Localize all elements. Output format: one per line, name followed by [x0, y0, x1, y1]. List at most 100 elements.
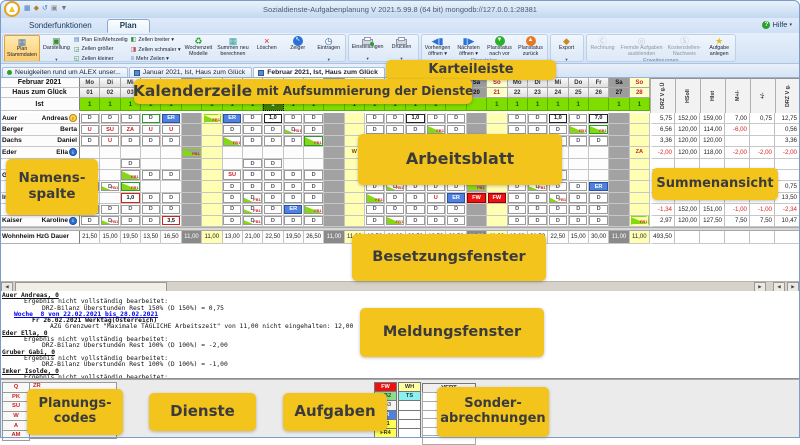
plan-cell[interactable] [466, 204, 488, 216]
plan-cell[interactable]: D [303, 113, 325, 125]
plan-cell[interactable]: D [80, 113, 101, 125]
plan-cell[interactable] [222, 158, 243, 170]
plan-cell[interactable] [181, 113, 203, 125]
employee-name-cell[interactable]: Auer Andreas! [0, 113, 80, 125]
plan-cell[interactable]: SU [100, 124, 121, 136]
plan-cell[interactable] [609, 147, 630, 159]
ribbon-button-löschen[interactable]: × Löschen [252, 35, 282, 61]
ribbon-button-vorherigen[interactable]: ◀▮ Vorherigen öffnen ▾ [423, 35, 453, 58]
plan-cell[interactable]: D [242, 169, 264, 182]
plan-cell[interactable]: D [568, 135, 589, 148]
ribbon-button-plan[interactable]: ▦ Plan Stammdaten [4, 35, 41, 61]
plan-cell[interactable] [202, 215, 223, 227]
plan-cell[interactable] [629, 113, 650, 125]
plan-cell[interactable]: FB1 [120, 181, 142, 193]
plan-cell[interactable] [324, 215, 345, 227]
plan-cell[interactable]: D [242, 158, 264, 170]
plan-cell[interactable]: U [80, 124, 101, 136]
plan-cell[interactable]: D [446, 113, 467, 125]
plan-cell[interactable]: D [161, 135, 182, 148]
plan-cell[interactable]: D [120, 215, 142, 227]
plan-cell[interactable] [100, 169, 121, 182]
ribbon-button-wochenzeit[interactable]: ♻ Wochenzeit Modelle [183, 35, 215, 61]
day-header[interactable]: Mi [548, 78, 569, 88]
plan-cell[interactable] [324, 169, 345, 182]
plan-cell[interactable]: D [303, 181, 325, 193]
plan-cell[interactable] [324, 192, 345, 205]
scroll-left-icon[interactable]: ◀ [1, 281, 13, 292]
ribbon-button-summen-neu[interactable]: ▦ Summen neu berechnen [215, 35, 251, 61]
plan-cell[interactable] [80, 147, 101, 159]
plan-cell[interactable]: FB1 [385, 215, 406, 227]
plan-cell[interactable] [181, 124, 203, 136]
plan-cell[interactable]: U [161, 124, 182, 136]
plan-cell[interactable]: FB1 [588, 124, 610, 136]
ribbon-button-aufgabe[interactable]: ★ Aufgabe anlegen [704, 35, 734, 58]
plan-cell[interactable]: D [263, 181, 284, 193]
plan-cell[interactable]: D [161, 192, 182, 205]
plan-cell[interactable]: D [263, 124, 284, 136]
plan-cell[interactable]: D [365, 113, 386, 125]
plan-cell[interactable] [263, 147, 284, 159]
day-header[interactable]: Sa [466, 78, 488, 88]
plan-cell[interactable] [629, 169, 650, 182]
plan-cell[interactable] [181, 192, 203, 205]
plan-cell[interactable] [324, 113, 345, 125]
plan-cell[interactable] [609, 113, 630, 125]
day-header[interactable]: Mo [80, 78, 101, 88]
plan-cell[interactable] [100, 147, 121, 159]
plan-cell[interactable]: FB1 [629, 215, 650, 227]
plan-cell[interactable]: D [568, 113, 589, 125]
plan-cell[interactable] [141, 158, 162, 170]
date-header[interactable]: 26 [588, 88, 610, 98]
plan-cell[interactable] [609, 135, 630, 148]
plan-cell[interactable] [588, 158, 610, 170]
plan-cell[interactable]: D [100, 113, 121, 125]
date-header[interactable]: 28 [629, 88, 650, 98]
plan-cell[interactable]: D [527, 192, 549, 205]
plan-cell[interactable]: D [120, 158, 142, 170]
plan-cell[interactable]: D [242, 181, 264, 193]
scroll-right-icon-2[interactable]: ▶ [787, 281, 799, 292]
day-header[interactable]: Sa [609, 78, 630, 88]
planning-code[interactable]: AM [2, 429, 30, 441]
plan-cell[interactable]: D [141, 215, 162, 227]
plan-cell[interactable] [568, 169, 589, 182]
pin-icon[interactable]: ◆ [33, 5, 40, 12]
plan-cell[interactable]: D [263, 158, 284, 170]
plan-cell[interactable]: D [568, 181, 589, 193]
plan-cell[interactable]: ZA [629, 147, 650, 159]
plan-cell[interactable]: D [548, 215, 569, 227]
plan-cell[interactable] [487, 113, 508, 125]
plan-cell[interactable] [609, 181, 630, 193]
copy-icon[interactable]: ▣ [50, 5, 58, 12]
plan-cell[interactable] [609, 124, 630, 136]
plan-cell[interactable]: U [426, 192, 447, 205]
plan-cell[interactable] [202, 181, 223, 193]
plan-cell[interactable] [303, 147, 325, 159]
plan-cell[interactable] [609, 215, 630, 227]
plan-cell[interactable]: D [263, 192, 284, 205]
plan-cell[interactable]: D [303, 124, 325, 136]
ribbon-button-plan-ein-mehrzeilig[interactable]: ▤ Plan Ein/Mehrzeilig [73, 36, 129, 44]
plan-cell[interactable]: D [568, 215, 589, 227]
qat-dropdown-icon[interactable]: ▼ [60, 5, 68, 12]
plan-cell[interactable]: D [242, 113, 264, 125]
plan-cell[interactable] [324, 147, 345, 159]
plan-cell[interactable]: D [222, 181, 243, 193]
date-header[interactable]: 22 [507, 88, 528, 98]
plan-cell[interactable]: FB1 [466, 181, 488, 193]
plan-cell[interactable]: D [161, 169, 182, 182]
plan-cell[interactable] [120, 147, 142, 159]
plan-cell[interactable] [181, 215, 203, 227]
ribbon-button-zellen-größer[interactable]: ◲ Zellen größer [73, 46, 129, 53]
help-button[interactable]: ? Hilfe ▾ [762, 20, 792, 29]
day-header[interactable]: Di [100, 78, 121, 88]
plan-cell[interactable]: D [100, 204, 121, 216]
plan-cell[interactable] [161, 181, 182, 193]
plan-cell[interactable] [242, 147, 264, 159]
day-header[interactable]: Do [568, 78, 589, 88]
